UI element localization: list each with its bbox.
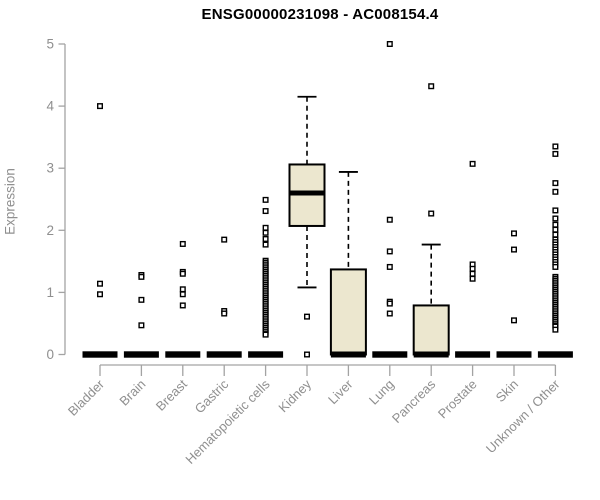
outlier-point xyxy=(552,231,559,238)
zero-bar xyxy=(372,351,408,358)
zero-bar xyxy=(537,351,573,358)
outlier-point xyxy=(96,291,103,298)
outlier-point xyxy=(221,236,228,243)
outlier-point xyxy=(552,263,559,270)
outlier-point xyxy=(138,322,145,329)
outlier-point xyxy=(552,180,559,187)
outlier-point xyxy=(262,331,269,338)
outlier-point xyxy=(262,241,269,248)
outlier-point xyxy=(262,196,269,203)
y-tick-label: 0 xyxy=(46,347,54,362)
outlier-point xyxy=(179,286,186,293)
outlier-point xyxy=(179,291,186,298)
x-tick-label: Gastric xyxy=(192,376,232,416)
outlier-point xyxy=(552,150,559,157)
outlier-point xyxy=(386,248,393,255)
x-tick-label: Breast xyxy=(153,376,190,413)
chart-title: ENSG00000231098 - AC008154.4 xyxy=(201,6,439,23)
x-tick-label: Liver xyxy=(325,376,356,407)
outlier-point xyxy=(304,313,311,320)
x-tick-label: Skin xyxy=(493,377,521,405)
outlier-point xyxy=(469,275,476,282)
outlier-point xyxy=(386,300,393,307)
outlier-point xyxy=(262,235,269,242)
outlier-point xyxy=(138,296,145,303)
outlier-point xyxy=(262,208,269,215)
outlier-point xyxy=(511,246,518,253)
zero-bar xyxy=(206,351,242,358)
outlier-point xyxy=(428,210,435,217)
outlier-point xyxy=(386,41,393,48)
x-tick-label: Brain xyxy=(116,377,148,409)
zero-bar xyxy=(455,351,491,358)
x-tick-label: Pancreas xyxy=(389,376,439,426)
outlier-point xyxy=(386,216,393,223)
outlier-point xyxy=(469,160,476,167)
zero-bar xyxy=(82,351,118,358)
x-tick-label: Bladder xyxy=(65,376,108,419)
y-tick-label: 5 xyxy=(46,37,54,52)
zero-bar xyxy=(496,351,532,358)
zero-bar xyxy=(248,351,284,358)
outlier-point xyxy=(96,280,103,287)
outlier-point xyxy=(138,273,145,280)
outlier-point xyxy=(511,317,518,324)
outlier-point xyxy=(386,310,393,317)
outlier-point xyxy=(552,226,559,233)
outlier-point xyxy=(179,302,186,309)
outlier-point xyxy=(304,351,311,358)
outlier-point xyxy=(552,207,559,214)
outlier-point xyxy=(552,326,559,333)
x-tick-label: Kidney xyxy=(275,376,314,415)
outlier-point xyxy=(552,215,559,222)
x-tick-label: Prostate xyxy=(435,377,480,422)
outlier-point xyxy=(96,103,103,110)
outlier-point xyxy=(179,240,186,247)
y-tick-label: 4 xyxy=(46,99,54,114)
outlier-point xyxy=(469,270,476,277)
y-tick-label: 2 xyxy=(46,223,54,238)
outlier-point xyxy=(262,229,269,236)
zero-bar xyxy=(123,351,159,358)
outlier-point xyxy=(552,221,559,228)
box xyxy=(329,268,367,356)
outlier-point xyxy=(511,230,518,237)
outlier-point xyxy=(386,263,393,270)
x-tick-label: Unknown / Other xyxy=(483,376,563,456)
outlier-point xyxy=(552,143,559,150)
y-tick-label: 3 xyxy=(46,161,54,176)
outlier-point xyxy=(469,265,476,272)
zero-bar xyxy=(165,351,201,358)
outlier-point xyxy=(552,188,559,195)
outlier-point xyxy=(221,310,228,317)
outlier-point xyxy=(179,270,186,277)
y-tick-label: 1 xyxy=(46,285,54,300)
outlier-point xyxy=(262,224,269,231)
box xyxy=(412,304,450,356)
outlier-point xyxy=(428,83,435,90)
x-tick-label: Lung xyxy=(366,377,397,408)
